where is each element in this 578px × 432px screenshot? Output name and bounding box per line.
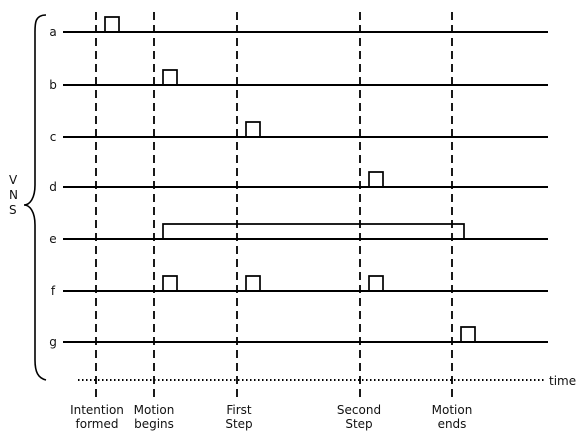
signal-rows: a b c d e f g bbox=[49, 25, 548, 349]
vns-label-s: S bbox=[9, 203, 17, 217]
signal-pulses bbox=[104, 16, 476, 342]
vns-label-n: N bbox=[9, 188, 18, 202]
pulse-f-first-step bbox=[245, 275, 261, 291]
time-axis-label: time bbox=[549, 374, 576, 388]
pulse-g-motion-ends bbox=[460, 326, 476, 342]
row-label-g: g bbox=[49, 335, 57, 349]
row-label-f: f bbox=[51, 284, 56, 298]
marker-label-first-step: First bbox=[226, 403, 252, 417]
row-label-a: a bbox=[49, 25, 56, 39]
row-label-c: c bbox=[50, 130, 57, 144]
pulse-c-first-step bbox=[245, 121, 261, 137]
row-label-b: b bbox=[49, 78, 57, 92]
time-axis: time bbox=[78, 374, 576, 388]
vns-brace: V N S bbox=[9, 14, 47, 381]
row-label-e: e bbox=[49, 232, 56, 246]
event-markers: IntentionformedMotionbeginsFirstStepSeco… bbox=[70, 12, 472, 431]
pulse-d-second-step bbox=[368, 171, 384, 187]
vns-brace-shape bbox=[23, 14, 47, 381]
pulse-f-motion-begins bbox=[162, 275, 178, 291]
pulse-b-motion-begins bbox=[162, 69, 178, 85]
marker-label-first-step: Step bbox=[225, 417, 252, 431]
pulse-a-intention bbox=[104, 16, 120, 32]
marker-label-intention: Intention bbox=[70, 403, 124, 417]
marker-label-motion-ends: Motion bbox=[432, 403, 473, 417]
marker-label-motion-ends: ends bbox=[438, 417, 467, 431]
pulse-f-second-step bbox=[368, 275, 384, 291]
vns-label-v: V bbox=[9, 173, 18, 187]
row-label-d: d bbox=[49, 180, 57, 194]
marker-label-motion-begins: begins bbox=[134, 417, 174, 431]
marker-label-second-step: Step bbox=[345, 417, 372, 431]
marker-label-intention: formed bbox=[76, 417, 119, 431]
pulse-e-motion-begins bbox=[162, 223, 465, 239]
marker-label-motion-begins: Motion bbox=[134, 403, 175, 417]
marker-label-second-step: Second bbox=[337, 403, 381, 417]
